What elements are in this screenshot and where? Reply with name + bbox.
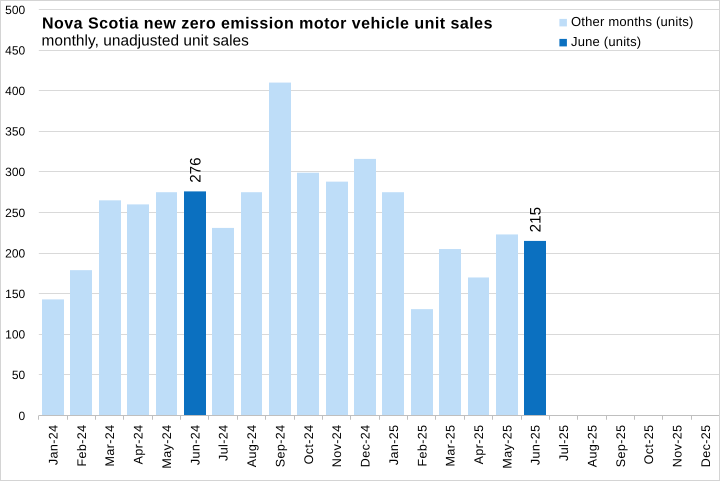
svg-text:276: 276 [187, 157, 204, 182]
svg-text:100: 100 [5, 328, 25, 342]
svg-text:300: 300 [5, 165, 25, 179]
svg-text:200: 200 [5, 246, 25, 260]
svg-text:Jun-24: Jun-24 [188, 425, 202, 466]
svg-text:Aug-25: Aug-25 [585, 425, 599, 468]
svg-text:Dec-24: Dec-24 [359, 425, 373, 468]
svg-text:Sep-24: Sep-24 [273, 425, 287, 468]
svg-text:50: 50 [12, 368, 26, 382]
svg-text:May-25: May-25 [500, 425, 514, 469]
svg-text:250: 250 [5, 206, 25, 220]
svg-text:Nov-24: Nov-24 [330, 425, 344, 468]
svg-text:350: 350 [5, 125, 25, 139]
svg-text:Aug-24: Aug-24 [245, 425, 259, 468]
svg-text:Apr-24: Apr-24 [132, 425, 146, 465]
svg-text:Nov-25: Nov-25 [671, 425, 685, 468]
svg-text:450: 450 [5, 43, 25, 57]
svg-text:Sep-25: Sep-25 [614, 425, 628, 468]
svg-text:Jun-25: Jun-25 [529, 425, 543, 466]
svg-text:Oct-24: Oct-24 [302, 425, 316, 465]
svg-text:400: 400 [5, 84, 25, 98]
svg-text:Jan-24: Jan-24 [46, 425, 60, 466]
svg-text:Jan-25: Jan-25 [387, 425, 401, 466]
svg-text:monthly, unadjusted unit sales: monthly, unadjusted unit sales [42, 33, 250, 50]
svg-text:500: 500 [5, 3, 25, 17]
svg-text:Feb-24: Feb-24 [75, 425, 89, 467]
svg-text:Jul-25: Jul-25 [557, 425, 571, 461]
svg-text:Mar-25: Mar-25 [444, 425, 458, 467]
svg-text:Dec-25: Dec-25 [699, 425, 713, 468]
svg-text:Other months (units): Other months (units) [571, 14, 694, 29]
svg-text:215: 215 [528, 207, 545, 232]
svg-text:Oct-25: Oct-25 [642, 425, 656, 465]
svg-text:June (units): June (units) [571, 34, 641, 49]
svg-text:150: 150 [5, 287, 25, 301]
svg-text:Feb-25: Feb-25 [415, 425, 429, 467]
svg-text:Apr-25: Apr-25 [472, 425, 486, 465]
svg-text:Nova Scotia new zero emission: Nova Scotia new zero emission motor vehi… [42, 16, 493, 33]
svg-text:0: 0 [19, 409, 26, 423]
svg-text:May-24: May-24 [160, 425, 174, 469]
svg-text:Jul-24: Jul-24 [217, 425, 231, 461]
svg-text:Mar-24: Mar-24 [103, 425, 117, 467]
